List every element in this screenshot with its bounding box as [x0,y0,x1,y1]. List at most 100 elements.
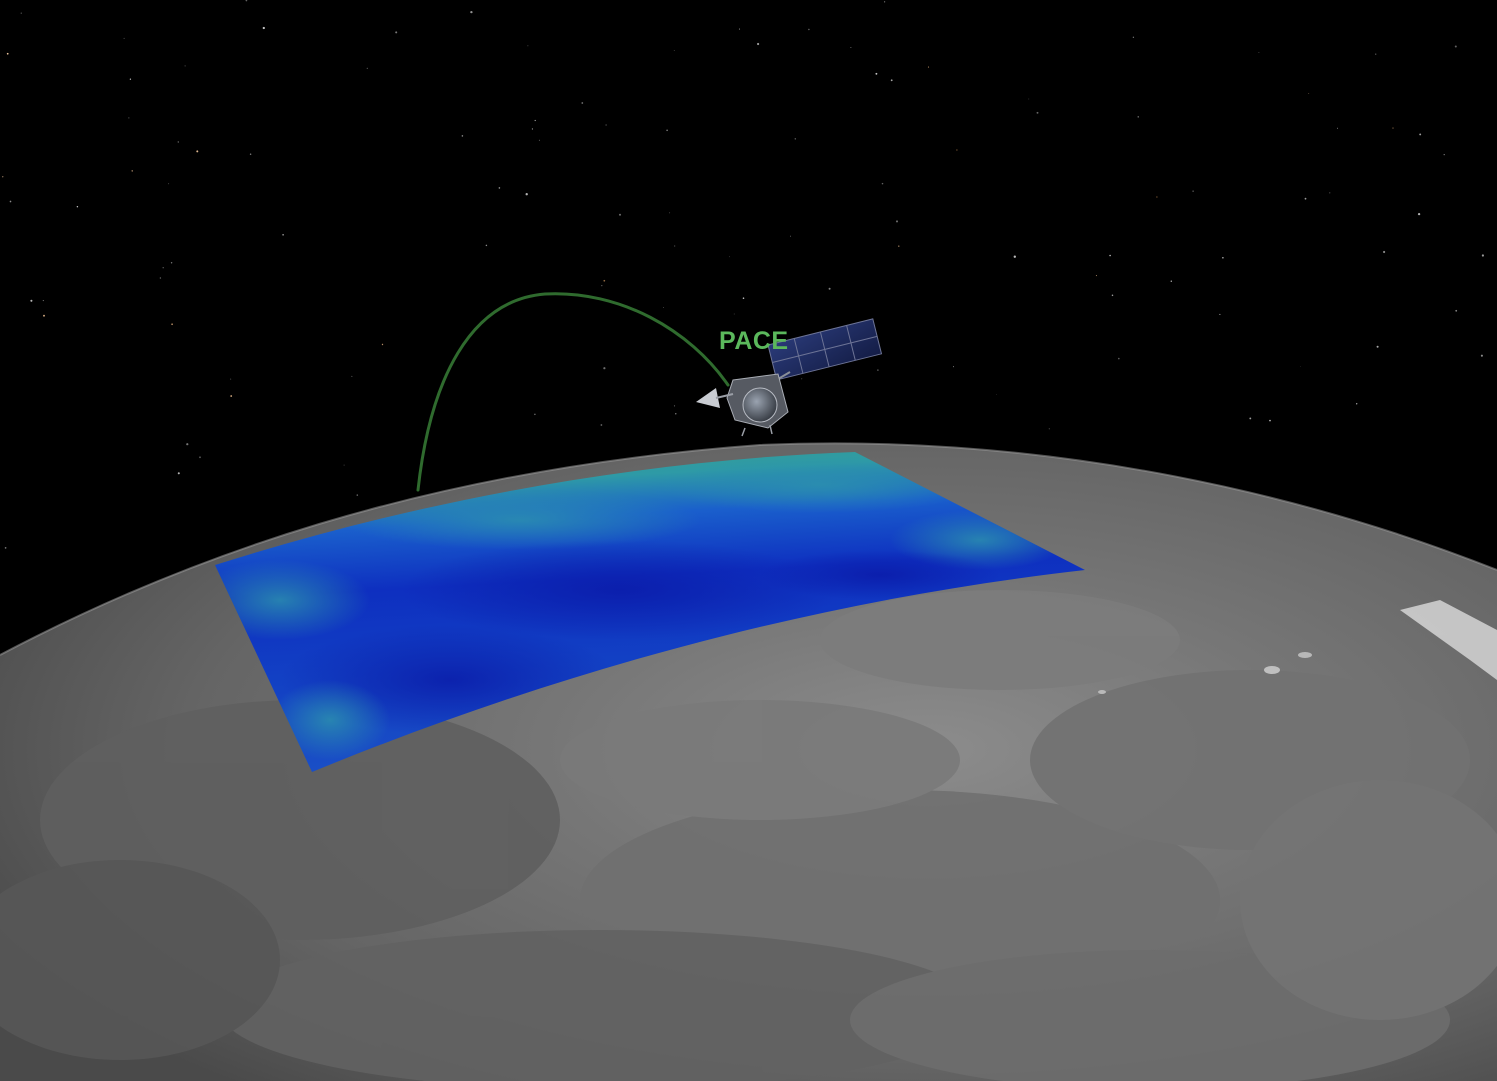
star [808,28,810,31]
star [177,472,180,475]
star [485,244,488,247]
star [162,267,164,269]
star [534,413,536,416]
star [1156,196,1158,198]
star [1329,192,1331,194]
star [159,277,162,279]
star [1304,197,1307,200]
star [603,279,606,282]
star [1137,116,1139,118]
star [131,170,133,172]
star [605,124,607,126]
star [1308,93,1310,94]
star [927,66,930,68]
star [1095,275,1097,277]
star [245,0,248,2]
star [1249,417,1252,420]
star [673,405,676,407]
star [666,129,668,132]
star [527,45,529,47]
star [1036,111,1039,114]
star [1013,255,1016,258]
satellite-icon[interactable] [696,318,883,437]
star [881,182,884,185]
star [1222,256,1224,259]
star [1481,254,1484,257]
star [1443,153,1445,156]
star [128,117,130,119]
star [877,369,879,371]
star [828,287,831,290]
star [600,424,603,426]
star [1192,190,1194,192]
star [6,52,9,55]
star [1383,250,1386,254]
star [1417,212,1421,216]
star [1170,280,1173,282]
star [675,413,677,415]
star [1375,53,1377,55]
star [794,138,797,140]
star [733,313,735,315]
star [366,67,368,69]
star [525,193,528,196]
star [895,220,899,223]
star [9,200,12,203]
star [1258,52,1260,54]
star [1392,127,1394,129]
orbit-track [416,292,730,492]
star [757,42,760,46]
star [875,72,878,75]
satellite-label: PACE [719,327,789,355]
star [1118,357,1120,360]
star [199,456,201,459]
star [674,245,676,247]
star [1048,428,1050,430]
star [498,187,501,189]
star [43,314,45,317]
star [2,176,4,178]
star [381,343,384,346]
star [531,128,533,130]
star [1132,36,1135,38]
star [850,47,852,49]
star [76,205,79,208]
star [729,256,730,258]
star [395,31,398,34]
star [1356,403,1358,405]
star [343,464,345,466]
star [790,235,792,237]
star [1455,309,1458,312]
star [1109,254,1111,257]
star [470,10,473,14]
star [738,28,741,30]
star [20,12,22,14]
star [170,262,173,264]
star [168,183,170,185]
ocean-data-swath [215,452,1085,772]
star [282,234,284,236]
star [230,395,233,397]
star [996,394,998,395]
star [801,378,803,380]
star [1269,419,1271,422]
star [890,79,893,82]
star [538,139,540,141]
star [356,494,359,496]
star [884,1,886,3]
star [534,119,536,122]
star [461,135,464,137]
star [249,153,252,156]
earth-globe [0,442,1497,1081]
star [1111,294,1114,297]
star [4,547,7,549]
star [673,50,675,51]
star [1419,133,1422,136]
star [177,141,180,143]
star [129,78,132,80]
star [742,297,745,299]
star [186,443,189,446]
star [1219,313,1221,315]
